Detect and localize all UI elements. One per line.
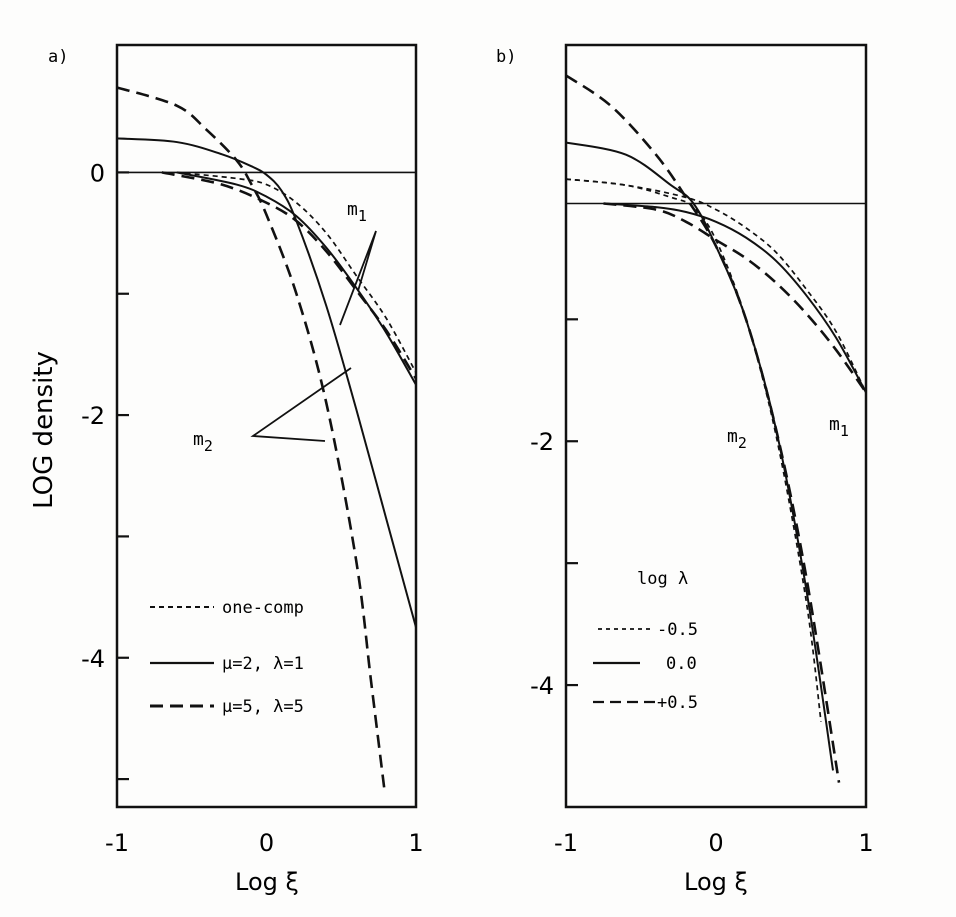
legend-mu5-lambda5: μ=5, λ=5 <box>222 697 304 717</box>
annotation-m2: m2 <box>193 429 213 455</box>
m1-subscript: 1 <box>840 422 849 440</box>
y-tick-label: -2 <box>530 428 554 456</box>
m2-subscript: 2 <box>204 437 213 455</box>
x-tick-label: -1 <box>554 829 578 857</box>
y-tick-label: -2 <box>81 402 105 430</box>
curve-m2-long-dash <box>565 74 841 783</box>
panel-b: b) Log ξ -2-4-1 0 1 m1 m2 log λ -0.5 0.0 +… <box>496 43 874 896</box>
curve-m1-short-dash <box>176 171 417 374</box>
y-tick-label: -4 <box>81 645 105 673</box>
curve-m2-long-dash <box>116 86 386 792</box>
curve-m2-solid <box>116 137 417 628</box>
annotation-m1: m1 <box>347 199 367 225</box>
y-axis-label: LOG density <box>29 351 59 509</box>
panel-a-x-axis-label: Log ξ <box>235 868 299 896</box>
y-tick-label: -4 <box>530 672 554 700</box>
x-tick-label: 1 <box>408 829 423 857</box>
curve-m1-solid <box>603 202 867 393</box>
curve-m1-short-dash <box>565 178 867 393</box>
legend-b: log λ -0.5 0.0 +0.5 <box>593 569 698 713</box>
m1-subscript: 1 <box>358 207 367 225</box>
legend-plus05: +0.5 <box>657 693 698 713</box>
panel-b-label: b) <box>496 47 516 67</box>
m2-subscript: 2 <box>738 434 747 452</box>
panel-b-x-axis-label: Log ξ <box>684 868 748 896</box>
legend-title-log-lambda: log λ <box>637 569 688 589</box>
x-tick-label: 0 <box>708 829 723 857</box>
annotation-m2: m2 <box>727 426 747 452</box>
curve-m1-solid <box>176 171 417 386</box>
x-tick-label: 0 <box>259 829 274 857</box>
panel-b-frame <box>564 43 868 809</box>
m1-leader-lines <box>339 230 377 326</box>
legend-minus05: -0.5 <box>657 620 698 640</box>
m2-text: m <box>193 429 204 450</box>
curve-m1-long-dash <box>603 202 868 394</box>
curve-m2-solid <box>565 141 834 771</box>
x-tick-label: 1 <box>858 829 873 857</box>
panel-a: a) LOG density Log ξ 0-2-4-1 0 1 m1 m2 one… <box>29 43 424 896</box>
m2-leader-lines <box>250 367 352 442</box>
m1-text: m <box>829 414 840 435</box>
annotation-m1: m1 <box>829 414 849 440</box>
y-tick-label: 0 <box>90 159 105 187</box>
x-tick-label: -1 <box>105 829 129 857</box>
m2-text: m <box>727 426 738 447</box>
legend-zero: 0.0 <box>666 654 697 674</box>
legend-a: one-comp μ=2, λ=1 μ=5, λ=5 <box>150 598 304 717</box>
panel-a-label: a) <box>48 47 68 67</box>
curve-m1-long-dash <box>161 171 418 380</box>
legend-mu2-lambda1: μ=2, λ=1 <box>222 654 304 674</box>
panel-a-frame <box>115 43 418 809</box>
legend-one-comp: one-comp <box>222 598 304 618</box>
m1-text: m <box>347 199 358 220</box>
